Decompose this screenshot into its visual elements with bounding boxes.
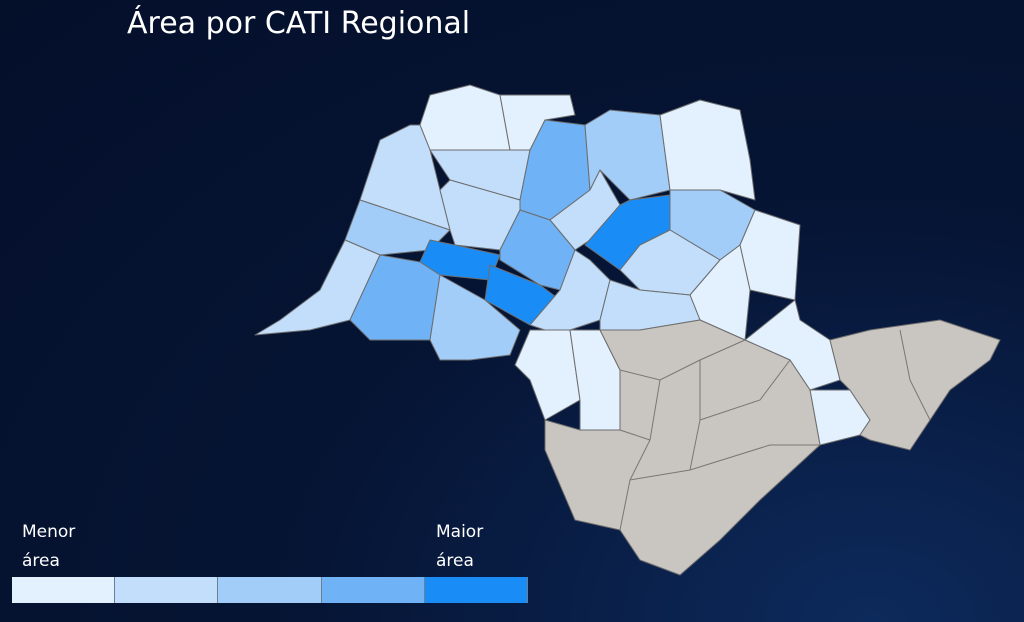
title: Área por CATI Regional (127, 6, 471, 41)
legend-low-label: Menor área (22, 522, 76, 571)
legend-swatch (218, 577, 322, 603)
region-border (629, 444, 820, 481)
region-border (899, 329, 931, 421)
gray-borders (619, 329, 931, 531)
region (429, 274, 521, 361)
legend-swatch (424, 577, 529, 603)
legend-scale (12, 577, 529, 603)
region-border (619, 339, 746, 381)
region-border (619, 429, 651, 441)
region (829, 319, 1001, 451)
region (344, 199, 451, 256)
legend-swatch (115, 577, 219, 603)
region (419, 84, 511, 151)
region (514, 329, 581, 421)
regions (254, 84, 1001, 576)
legend-swatch (12, 577, 116, 603)
legend-swatch (321, 577, 425, 603)
region-border (619, 379, 661, 531)
region-border (699, 359, 791, 421)
region (659, 99, 756, 201)
legend-high-label: Maior área (436, 522, 484, 571)
region (439, 179, 521, 251)
region (739, 209, 801, 301)
